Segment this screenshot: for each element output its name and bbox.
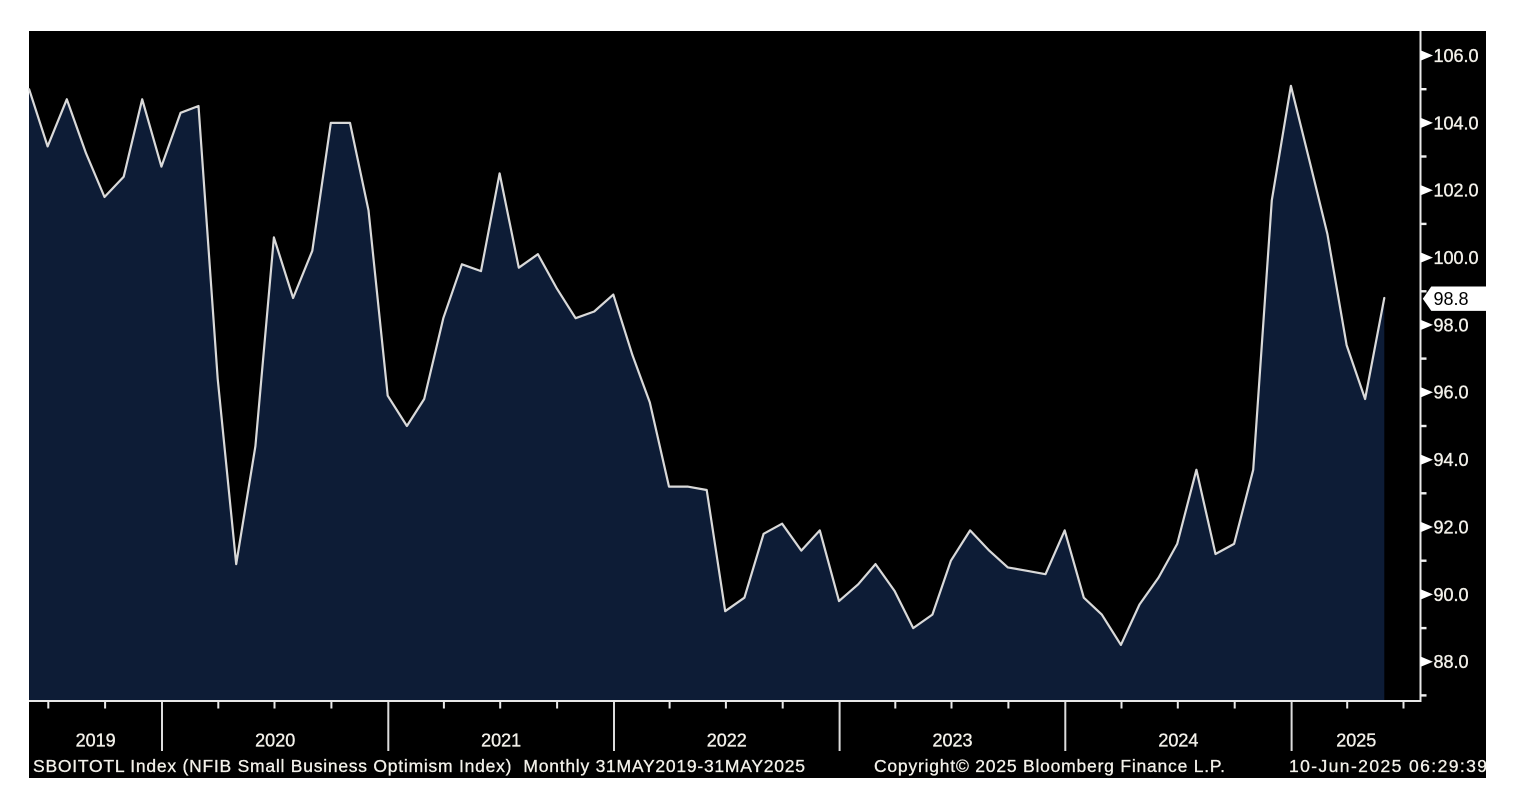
svg-text:98.0: 98.0 (1434, 315, 1469, 335)
svg-text:102.0: 102.0 (1434, 181, 1479, 201)
svg-text:94.0: 94.0 (1434, 450, 1469, 470)
svg-text:2024: 2024 (1158, 731, 1198, 751)
svg-text:100.0: 100.0 (1434, 248, 1479, 268)
svg-text:2022: 2022 (707, 731, 747, 751)
svg-text:96.0: 96.0 (1434, 383, 1469, 403)
svg-text:90.0: 90.0 (1434, 585, 1469, 605)
svg-text:2023: 2023 (932, 731, 972, 751)
svg-text:92.0: 92.0 (1434, 517, 1469, 537)
svg-text:98.8: 98.8 (1434, 289, 1469, 309)
svg-text:2025: 2025 (1336, 731, 1376, 751)
svg-text:106.0: 106.0 (1434, 46, 1479, 66)
svg-text:2021: 2021 (481, 731, 521, 751)
svg-text:104.0: 104.0 (1434, 113, 1479, 133)
svg-text:2019: 2019 (76, 731, 116, 751)
svg-text:Copyright© 2025 Bloomberg Fina: Copyright© 2025 Bloomberg Finance L.P. (874, 756, 1225, 776)
svg-text:88.0: 88.0 (1434, 652, 1469, 672)
svg-text:SBOITOTL Index (NFIB Small Bus: SBOITOTL Index (NFIB Small Business Opti… (33, 756, 805, 776)
svg-text:10-Jun-2025 06:29:39: 10-Jun-2025 06:29:39 (1289, 756, 1487, 776)
svg-text:2020: 2020 (255, 731, 295, 751)
